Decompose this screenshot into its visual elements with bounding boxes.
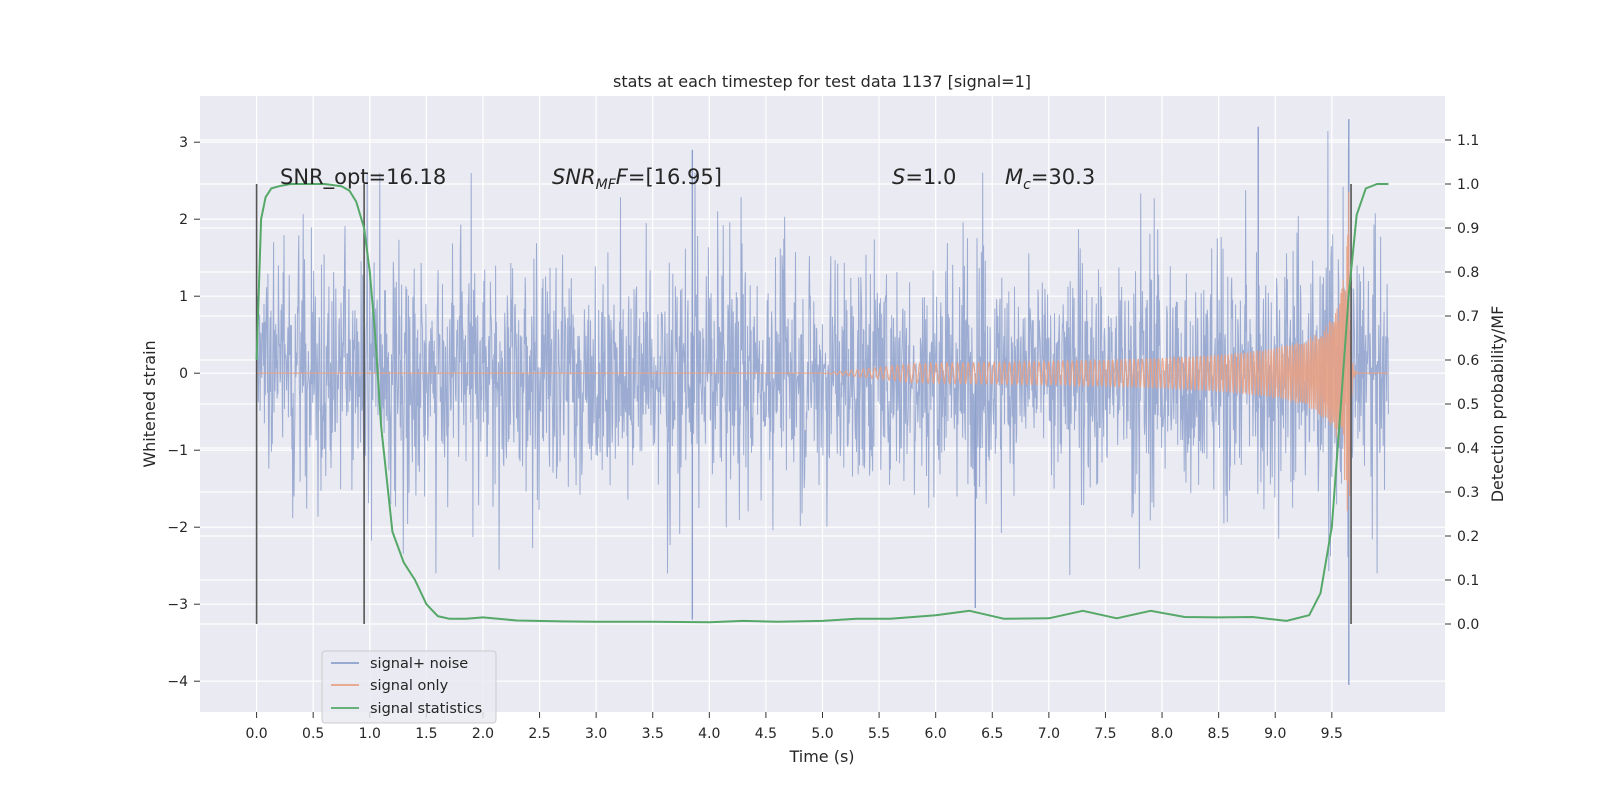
x-tick-label: 9.0 bbox=[1264, 726, 1286, 742]
x-tick-label: 2.5 bbox=[528, 726, 550, 742]
x-tick-label: 7.0 bbox=[1038, 726, 1060, 742]
x-tick-label: 5.5 bbox=[868, 726, 890, 742]
y-right-axis-ticks: 1.1 1.0 0.9 0.8 0.7 0.6 0.5 0.4 0.3 0.2 0.1 0.0 bbox=[1445, 133, 1479, 633]
y-right-tick-label: 0.1 bbox=[1457, 573, 1479, 589]
y-left-tick-label: −2 bbox=[167, 520, 188, 536]
y-right-tick-label: 0.3 bbox=[1457, 485, 1479, 501]
annotation-mc-sub: c bbox=[1023, 177, 1031, 193]
y-right-tick-label: 0.8 bbox=[1457, 265, 1479, 281]
x-tick-label: 0.5 bbox=[302, 726, 324, 742]
annotation-s-name: S bbox=[892, 165, 905, 189]
y-left-tick-label: −3 bbox=[167, 597, 188, 613]
x-axis-ticks: 0.0 0.5 1.0 1.5 2.0 2.5 3.0 3.5 4.0 4.5 5.0 5.5 6.0 6… bbox=[245, 712, 1343, 742]
annotation-mc: Mc=30.3 bbox=[1005, 165, 1095, 193]
x-tick-label: 5.0 bbox=[811, 726, 833, 742]
y-left-axis-label: Whitened strain bbox=[140, 340, 159, 467]
x-tick-label: 7.5 bbox=[1094, 726, 1116, 742]
x-tick-label: 0.0 bbox=[245, 726, 267, 742]
x-axis-label: Time (s) bbox=[788, 747, 854, 766]
legend-label-signal-only: signal only bbox=[370, 678, 449, 694]
annotation-snr-mf-sub: MF bbox=[596, 177, 617, 193]
line-signal-only bbox=[256, 191, 1389, 512]
y-left-tick-label: 1 bbox=[179, 289, 188, 305]
annotation-snr-mf-f: F bbox=[616, 165, 629, 189]
y-left-tick-label: 2 bbox=[179, 212, 188, 228]
annotation-snr-mf-value: =[16.95] bbox=[628, 165, 722, 189]
legend-label-signal-noise: signal+ noise bbox=[370, 656, 468, 672]
x-tick-label: 1.5 bbox=[415, 726, 437, 742]
legend-label-signal-statistics: signal statistics bbox=[370, 701, 482, 717]
annotation-snr-opt: SNR_opt=16.18 bbox=[280, 165, 446, 190]
line-signal-noise bbox=[256, 131, 1389, 576]
y-left-tick-label: 3 bbox=[179, 135, 188, 151]
y-right-tick-label: 1.0 bbox=[1457, 177, 1479, 193]
annotation-mc-value: =30.3 bbox=[1031, 165, 1095, 189]
y-left-tick-label: 0 bbox=[179, 366, 188, 382]
annotation-s-value: =1.0 bbox=[905, 165, 956, 189]
annotation-mc-name: M bbox=[1005, 165, 1023, 189]
y-right-tick-label: 0.7 bbox=[1457, 309, 1479, 325]
y-right-tick-label: 0.9 bbox=[1457, 221, 1479, 237]
x-tick-label: 6.0 bbox=[925, 726, 947, 742]
x-tick-label: 8.5 bbox=[1208, 726, 1230, 742]
vertical-markers bbox=[255, 184, 1352, 624]
y-left-tick-label: −4 bbox=[167, 674, 188, 690]
x-tick-label: 4.5 bbox=[755, 726, 777, 742]
x-tick-label: 2.0 bbox=[472, 726, 494, 742]
annotation-s: S=1.0 bbox=[892, 165, 956, 189]
series-signal-statistics bbox=[255, 183, 1389, 624]
y-right-tick-label: 0.5 bbox=[1457, 397, 1479, 413]
x-tick-label: 3.0 bbox=[585, 726, 607, 742]
x-tick-label: 1.0 bbox=[359, 726, 381, 742]
x-tick-label: 3.5 bbox=[642, 726, 664, 742]
x-tick-label: 6.5 bbox=[981, 726, 1003, 742]
y-right-tick-label: 1.1 bbox=[1457, 133, 1479, 149]
x-tick-label: 9.5 bbox=[1321, 726, 1343, 742]
legend: signal+ noise signal only signal statist… bbox=[321, 650, 497, 724]
x-tick-label: 8.0 bbox=[1151, 726, 1173, 742]
series-signal-only bbox=[256, 191, 1389, 512]
x-tick-label: 4.0 bbox=[698, 726, 720, 742]
line-signal-statistics bbox=[255, 183, 1389, 624]
y-left-axis-ticks: 3 2 1 0 −1 −2 −3 −4 bbox=[167, 135, 200, 690]
chart-title: stats at each timestep for test data 113… bbox=[613, 72, 1031, 91]
y-right-axis-label: Detection probability/MF bbox=[1488, 306, 1507, 503]
annotation-snr-mf: SNRMFF=[16.95] bbox=[552, 165, 722, 193]
y-right-tick-label: 0.4 bbox=[1457, 441, 1479, 457]
y-right-tick-label: 0.6 bbox=[1457, 353, 1479, 369]
y-left-tick-label: −1 bbox=[167, 443, 188, 459]
annotation-snr-mf-name: SNR bbox=[552, 165, 596, 189]
y-right-tick-label: 0.2 bbox=[1457, 529, 1479, 545]
legend-box bbox=[321, 650, 497, 724]
y-right-tick-label: 0.0 bbox=[1457, 617, 1479, 633]
